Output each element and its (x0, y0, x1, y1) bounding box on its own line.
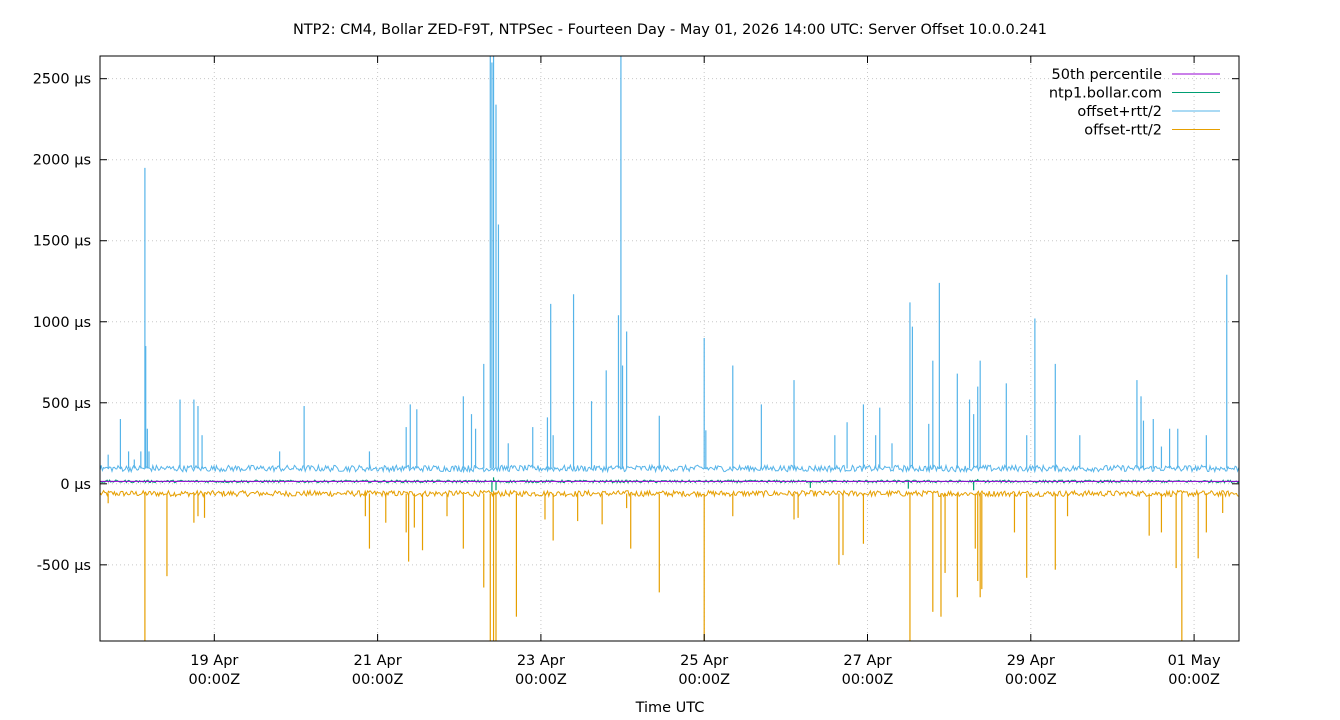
y-axis: 2500 µs 2000 µs 1500 µs 1000 µs 500 µs 0 µs -5… (33, 72, 1239, 574)
x-tick-time: 00:00Z (515, 672, 567, 688)
x-tick-time: 00:00Z (352, 672, 404, 688)
series-3 (99, 488, 1239, 641)
x-tick-time: 00:00Z (1005, 672, 1057, 688)
legend-label: offset+rtt/2 (1077, 104, 1162, 120)
chart-title: NTP2: CM4, Bollar ZED-F9T, NTPSec - Four… (293, 22, 1047, 38)
x-tick-time: 00:00Z (678, 672, 730, 688)
x-axis-label: Time UTC (635, 700, 705, 716)
y-tick-label: 0 µs (60, 477, 91, 493)
plot-frame (99, 55, 1240, 642)
series-2 (99, 56, 1240, 474)
series-layer (99, 56, 1240, 641)
y-tick-label: -500 µs (37, 558, 91, 574)
legend-label: ntp1.bollar.com (1049, 86, 1162, 102)
grid (100, 56, 1239, 641)
series-line (99, 463, 1240, 474)
x-tick-time: 00:00Z (188, 672, 240, 688)
x-tick-date: 23 Apr (517, 653, 565, 669)
y-tick-label: 2000 µs (33, 153, 91, 169)
y-tick-label: 500 µs (42, 396, 91, 412)
series-line (99, 488, 1239, 499)
x-tick-date: 25 Apr (680, 653, 728, 669)
legend-label: 50th percentile (1052, 67, 1163, 83)
x-tick-date: 19 Apr (190, 653, 238, 669)
x-tick-time: 00:00Z (1168, 672, 1220, 688)
y-tick-label: 1000 µs (33, 315, 91, 331)
x-tick-date: 27 Apr (843, 653, 891, 669)
x-tick-date: 21 Apr (354, 653, 402, 669)
legend: 50th percentile ntp1.bollar.com offset+rtt… (1049, 67, 1220, 139)
x-tick-time: 00:00Z (842, 672, 894, 688)
legend-label: offset-rtt/2 (1084, 123, 1162, 139)
x-tick-date: 01 May (1168, 653, 1221, 669)
x-tick-date: 29 Apr (1007, 653, 1055, 669)
y-tick-label: 2500 µs (33, 72, 91, 88)
series-1 (99, 477, 1239, 492)
x-axis: 19 Apr 00:00Z 21 Apr 00:00Z 23 Apr 00:00Z 25 A… (188, 56, 1221, 688)
y-tick-label: 1500 µs (33, 234, 91, 250)
